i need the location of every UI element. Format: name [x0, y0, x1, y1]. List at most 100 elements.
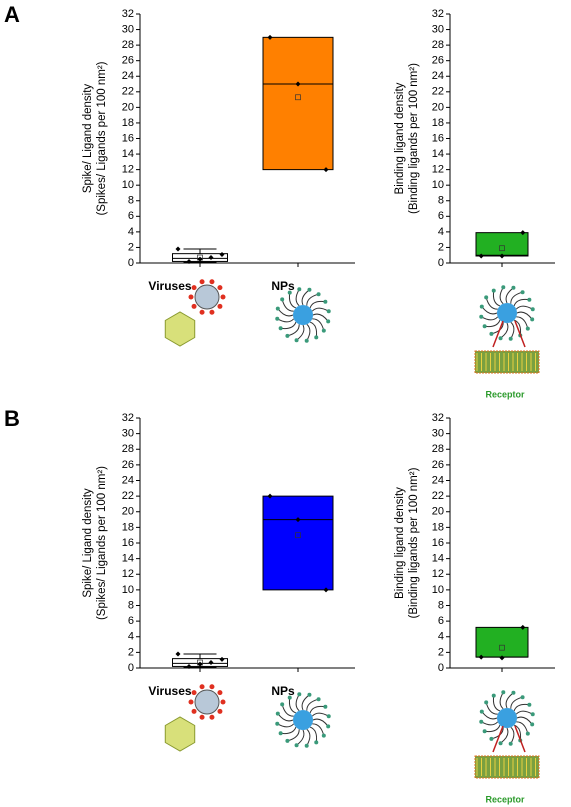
ligand-end [530, 307, 535, 312]
spike [188, 699, 194, 705]
y-tick-label: 16 [432, 132, 444, 144]
y-tick-label: 30 [432, 428, 444, 440]
y-tick-label: 2 [128, 646, 134, 658]
ligand-end [479, 314, 484, 319]
ligand-end [275, 306, 280, 311]
y-tick-label: 14 [432, 553, 444, 565]
data-point [520, 624, 526, 630]
y-tick-label: 8 [128, 599, 134, 611]
spike [191, 285, 197, 291]
box [262, 495, 334, 591]
ligand [312, 313, 329, 322]
ligand [296, 324, 305, 341]
y-tick-label: 22 [122, 86, 134, 98]
y-tick-label: 8 [438, 599, 444, 611]
ligand-end [527, 702, 532, 707]
y-tick-label: 32 [122, 8, 134, 20]
ligand [309, 705, 326, 714]
data-point [267, 34, 273, 40]
box [475, 626, 529, 658]
data-point [478, 253, 484, 259]
spike [191, 708, 197, 714]
ligand [277, 308, 294, 317]
y-tick-label: 4 [438, 226, 444, 238]
ligand-end [508, 741, 513, 746]
ligand-end [479, 719, 484, 724]
x-tick-label: Viruses [148, 279, 191, 293]
mean [499, 644, 505, 651]
ligand-end [482, 729, 487, 734]
ligand [516, 716, 533, 725]
data-point [208, 255, 214, 261]
data-point [197, 256, 203, 262]
spike [220, 699, 226, 705]
y-tick-label: 4 [128, 631, 134, 643]
ligand-end [508, 336, 513, 341]
ligand [309, 321, 318, 338]
ligand-end [287, 290, 292, 295]
ligand-end [498, 741, 503, 746]
y-tick-label: 18 [122, 521, 134, 533]
ligand [499, 692, 504, 710]
ligand-end [520, 695, 525, 700]
ligand-end [323, 299, 328, 304]
y-axis-label: (Binding ligands per 100 nm²) [408, 467, 420, 618]
ligand-end [321, 733, 326, 738]
ligand-end [321, 328, 326, 333]
spike [199, 279, 205, 285]
ligand-end [489, 736, 494, 741]
ligand-end [285, 738, 290, 743]
y-tick-label: 26 [122, 55, 134, 67]
ligand [492, 290, 501, 307]
virus [194, 284, 220, 310]
y-tick-label: 28 [432, 443, 444, 455]
ligand [277, 318, 295, 323]
y-tick-label: 12 [432, 568, 444, 580]
y-tick-label: 6 [438, 615, 444, 627]
arrow [492, 725, 504, 753]
y-tick-label: 20 [122, 101, 134, 113]
nanoparticle [497, 303, 517, 323]
y-tick-label: 20 [432, 101, 444, 113]
box [475, 232, 529, 257]
data-point [219, 251, 225, 257]
ligand-end [316, 697, 321, 702]
spike [199, 309, 205, 315]
capsid [164, 311, 196, 347]
spike [199, 714, 205, 720]
ligand-end [479, 304, 484, 309]
y-tick-label: 6 [128, 210, 134, 222]
ligand-end [326, 319, 331, 324]
ligand-end [491, 288, 496, 293]
ligand-end [278, 326, 283, 331]
ligand-end [314, 335, 319, 340]
ligand [277, 713, 294, 722]
ligand [301, 289, 310, 306]
ligand [311, 712, 329, 717]
y-tick-label: 6 [128, 615, 134, 627]
ligand-end [307, 287, 312, 292]
ligand-end [511, 690, 516, 695]
y-axis-label: Binding ligand density [394, 487, 406, 599]
y-tick-label: 20 [122, 506, 134, 518]
ligand [301, 694, 310, 711]
y-tick-label: 10 [122, 584, 134, 596]
ligand [306, 728, 311, 746]
ligand [505, 692, 514, 709]
ligand [481, 316, 499, 321]
ligand [280, 321, 297, 330]
y-tick-label: 16 [122, 132, 134, 144]
ligand [306, 323, 311, 341]
y-axis-label: (Spikes/ Ligands per 100 nm²) [96, 466, 108, 620]
data-point [267, 493, 273, 499]
ligand-end [294, 743, 299, 748]
y-tick-label: 14 [432, 148, 444, 160]
ligand [295, 289, 300, 307]
y-tick-label: 26 [122, 459, 134, 471]
spike [209, 684, 215, 690]
ligand-end [511, 285, 516, 290]
ligand-end [491, 693, 496, 698]
data-point [499, 655, 505, 661]
nanoparticle [293, 710, 313, 730]
capsid [164, 716, 196, 752]
